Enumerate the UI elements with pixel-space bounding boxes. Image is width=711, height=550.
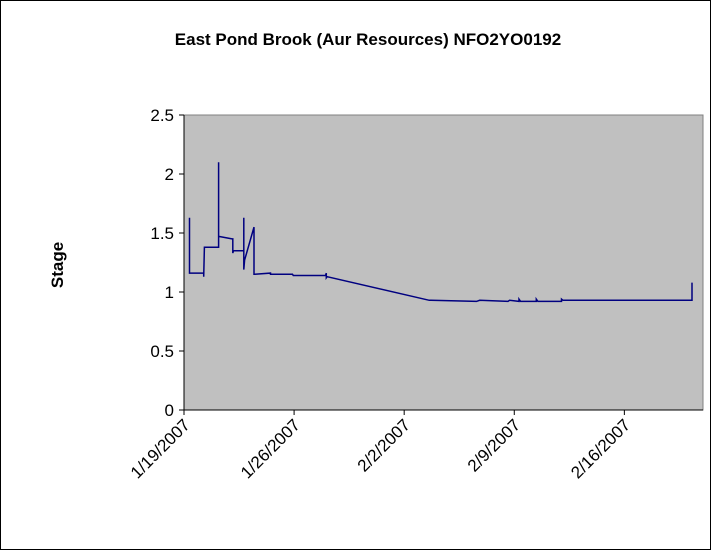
x-tick-label: 2/16/2007 <box>567 415 634 482</box>
chart-title: East Pond Brook (Aur Resources) NFO2YO01… <box>175 30 561 49</box>
y-tick-label: 0 <box>165 401 174 420</box>
y-tick-label: 1 <box>165 283 174 302</box>
y-tick-label: 1.5 <box>150 224 174 243</box>
series-layer <box>188 162 693 303</box>
y-tick-label: 2 <box>165 165 174 184</box>
y-tick-label: 2.5 <box>150 106 174 125</box>
series-line <box>188 162 693 303</box>
y-axis-ticks: 0 0.5 1 1.5 2 2.5 <box>150 106 184 420</box>
x-tick-label: 1/19/2007 <box>127 415 194 482</box>
y-axis-title: Stage <box>48 242 67 288</box>
x-tick-label: 2/9/2007 <box>464 415 524 475</box>
x-axis-ticks: 1/19/2007 1/26/2007 2/2/2007 2/9/2007 2/16/2… <box>127 410 634 482</box>
x-tick-label: 1/26/2007 <box>237 415 304 482</box>
y-tick-label: 0.5 <box>150 342 174 361</box>
x-tick-label: 2/2/2007 <box>354 415 414 475</box>
plot-area <box>183 114 704 411</box>
